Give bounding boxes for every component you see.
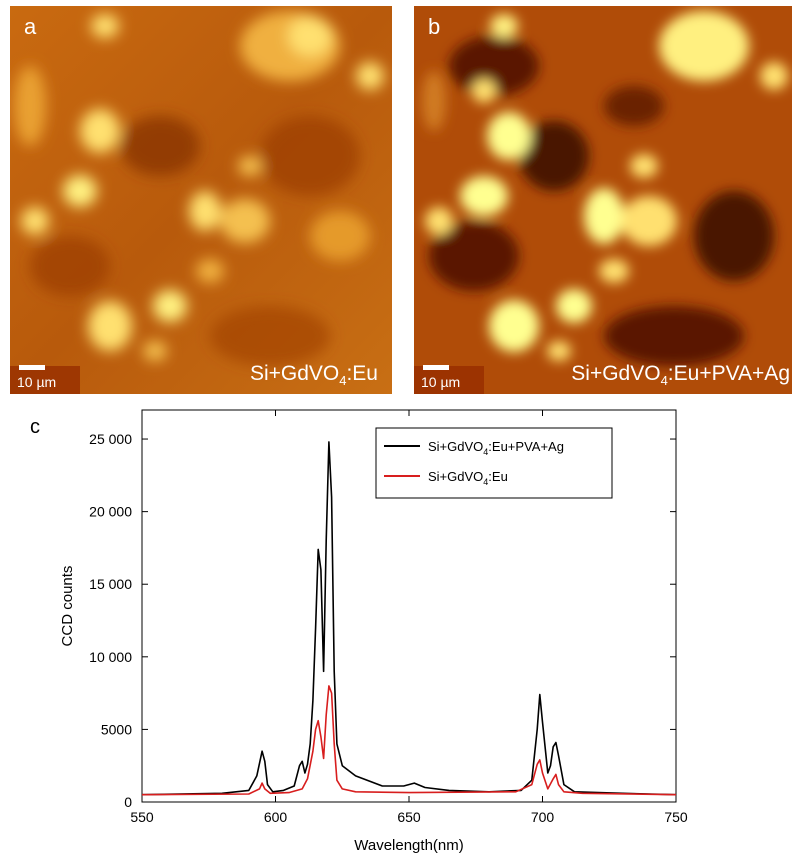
series-line-2 [141, 685, 677, 796]
panel-a-caption: Si+GdVO4:Eu [249, 361, 378, 388]
scale-bar: 10 µm [10, 365, 80, 394]
scale-bar: 10 µm [414, 365, 484, 394]
legend-box [375, 427, 613, 499]
luminescence-map-b-image [414, 6, 792, 394]
y-tick-label: 20 000 [89, 504, 132, 520]
x-tick-label: 550 [130, 809, 154, 825]
x-axis-title: Wavelength(nm) [354, 837, 463, 854]
legend-label-2: Si+GdVO4:Eu [428, 469, 508, 487]
x-tick-label: 700 [531, 809, 555, 825]
panel-letter-b: b [428, 14, 441, 39]
y-tick-label: 25 000 [89, 431, 132, 447]
y-tick-label: 5000 [101, 721, 132, 737]
y-tick-label: 15 000 [89, 576, 132, 592]
x-tick-label: 650 [397, 809, 421, 825]
x-tick-label: 750 [664, 809, 688, 825]
y-tick-label: 0 [124, 794, 132, 810]
panel-letter-a: a [24, 14, 37, 39]
legend: Si+GdVO4:Eu+PVA+Ag Si+GdVO4:Eu [375, 427, 613, 499]
y-axis-title: CCD counts [59, 566, 76, 647]
panel-letter-c: c [30, 416, 40, 438]
scale-bar-line [423, 365, 449, 370]
scale-bar-label: 10 µm [17, 374, 57, 390]
panel-a-luminescence-map: a 10 µm Si+GdVO4:Eu [10, 6, 392, 394]
legend-label-1: Si+GdVO4:Eu+PVA+Ag [428, 439, 564, 457]
panel-b-luminescence-map: b 10 µm Si+GdVO4:Eu+PVA+Ag [414, 6, 792, 394]
luminescence-map-a-image [10, 6, 392, 394]
scale-bar-label: 10 µm [421, 374, 461, 390]
series-line-1 [141, 441, 677, 796]
panel-b-caption: Si+GdVO4:Eu+PVA+Ag [571, 361, 790, 388]
spectrum-chart: 550 600 650 700 750 0 5000 10 000 15 000 20 000 25… [59, 409, 688, 854]
scale-bar-line [19, 365, 45, 370]
x-tick-label: 600 [264, 809, 288, 825]
y-tick-label: 10 000 [89, 649, 132, 665]
